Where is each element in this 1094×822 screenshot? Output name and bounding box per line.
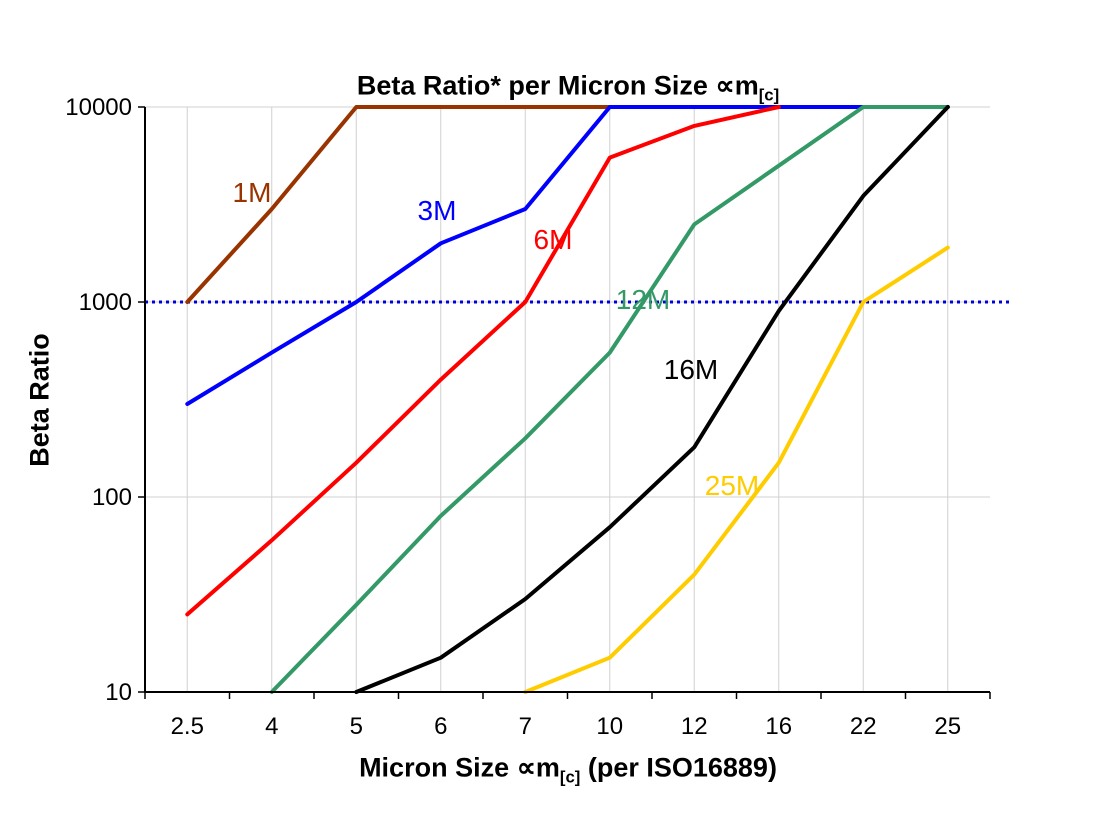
series-label-12m: 12M	[615, 284, 671, 315]
x-axis-title-subscript: [c]	[559, 767, 581, 787]
micron-symbol: ∝m	[715, 70, 759, 101]
series-label-6m: 6M	[533, 224, 573, 255]
chart-title-subscript: [c]	[758, 85, 780, 105]
y-tick-label: 10	[105, 679, 132, 706]
series-label-1m: 1M	[232, 177, 272, 208]
series-label-3m: 3M	[417, 195, 457, 226]
y-tick-label: 100	[92, 484, 132, 511]
x-tick-label: 4	[265, 713, 278, 740]
y-tick-label: 10000	[65, 94, 132, 121]
x-tick-label: 16	[765, 713, 792, 740]
x-tick-label: 6	[434, 713, 447, 740]
x-tick-label: 10	[596, 713, 623, 740]
series-line-25M	[523, 245, 950, 694]
series-line-1M	[185, 105, 612, 304]
chart-title: Beta Ratio* per Micron Size ∝m[c]	[357, 70, 779, 105]
x-tick-label: 5	[350, 713, 363, 740]
series-line-3M	[185, 105, 950, 406]
x-axis-title: Micron Size ∝m[c] (per ISO16889)	[359, 752, 777, 787]
x-tick-label: 7	[519, 713, 532, 740]
series-line-12M	[269, 105, 950, 694]
x-tick-label: 12	[681, 713, 708, 740]
micron-symbol: ∝m	[516, 752, 560, 783]
x-axis-title-text: Micron Size	[359, 752, 517, 783]
x-tick-label: 2.5	[171, 713, 204, 740]
series-label-16m: 16M	[663, 354, 719, 385]
x-tick-label: 25	[934, 713, 961, 740]
x-axis-title-suffix: (per ISO16889)	[580, 752, 777, 783]
chart-title-text: Beta Ratio* per Micron Size	[356, 70, 716, 101]
series-label-25m: 25M	[704, 470, 760, 501]
series-line-16M	[354, 105, 950, 694]
x-tick-label: 22	[850, 713, 877, 740]
series-line-6M	[185, 105, 781, 617]
y-tick-label: 1000	[79, 289, 132, 316]
y-axis-title: Beta Ratio	[24, 333, 55, 467]
